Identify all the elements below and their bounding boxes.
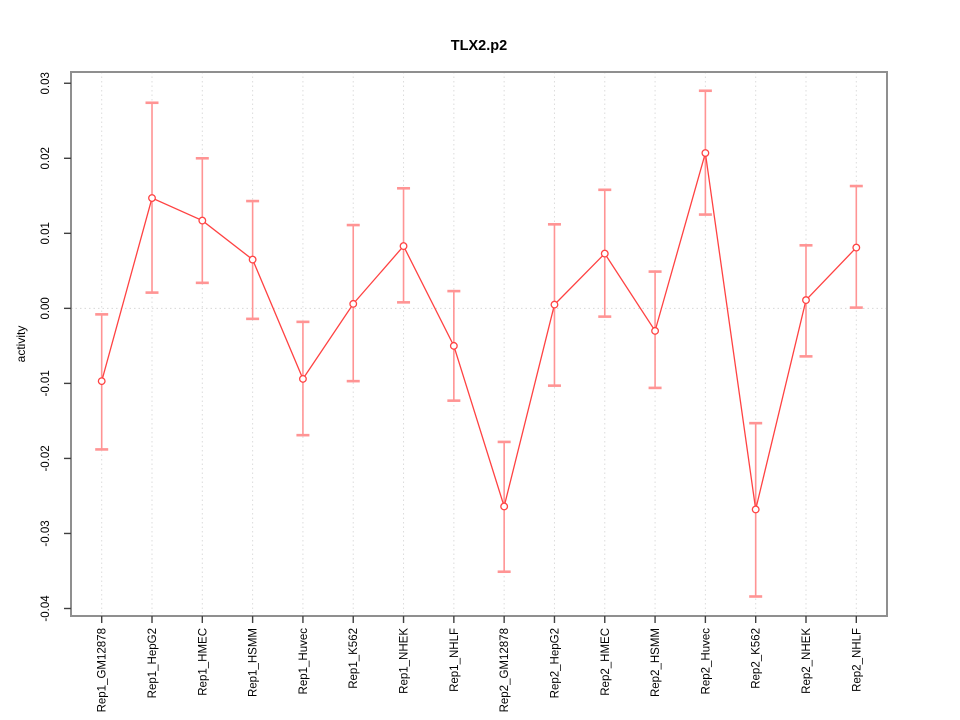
data-point-marker: [500, 502, 509, 511]
y-tick-label: 0.00: [40, 297, 52, 319]
data-layer: [95, 89, 863, 598]
x-tick-label: Rep2_Huvec: [700, 628, 712, 695]
x-tick-label: Rep1_HSMM: [248, 628, 260, 697]
plot-frame-layer: [70, 71, 888, 617]
x-tick-label: Rep1_HepG2: [147, 628, 159, 698]
x-tick-label: Rep1_GM12878: [97, 628, 109, 712]
x-tick-label: Rep1_HMEC: [197, 628, 209, 696]
y-tick-label: -0.04: [40, 595, 52, 622]
data-point-marker: [701, 149, 710, 157]
series-line: [101, 152, 857, 510]
y-tick-label: 0.02: [40, 147, 52, 169]
y-tick-label: -0.02: [40, 445, 52, 471]
data-point-marker: [449, 341, 458, 350]
data-point-marker: [399, 242, 408, 251]
data-point-marker: [298, 374, 307, 383]
axis-layer: -0.04 -0.03 -0.02 -0.01 0.00 0.01 0.02 0.03 Rep1…: [40, 72, 863, 712]
data-point-marker: [600, 249, 609, 258]
plot-frame: [70, 71, 888, 617]
y-tick-label: -0.03: [40, 520, 52, 546]
x-tick-label: Rep2_HSMM: [650, 628, 662, 697]
y-tick-label: 0.03: [40, 72, 52, 94]
x-tick-label: Rep2_K562: [751, 628, 763, 689]
data-point-marker: [852, 243, 861, 252]
data-point-marker: [550, 300, 559, 309]
data-point-marker: [248, 255, 257, 264]
data-point-marker: [97, 377, 106, 386]
x-tick-label: Rep1_NHEK: [399, 628, 411, 694]
y-tick-label: 0.01: [40, 222, 52, 244]
y-axis-label: activity: [14, 326, 28, 363]
x-tick-label: Rep2_GM12878: [499, 628, 511, 712]
x-tick-label: Rep2_NHEK: [801, 628, 813, 694]
data-point-marker: [651, 326, 660, 335]
x-tick-label: Rep2_HepG2: [549, 628, 561, 698]
data-point-marker: [349, 299, 358, 308]
x-tick-label: Rep1_K562: [348, 628, 360, 689]
x-tick-label: Rep2_HMEC: [600, 628, 612, 696]
x-tick-label: Rep1_Huvec: [298, 628, 310, 695]
x-tick-label: Rep1_NHLF: [449, 628, 461, 692]
data-point-marker: [802, 296, 810, 305]
data-point-marker: [148, 194, 156, 203]
data-point-marker: [198, 216, 207, 225]
data-point-marker: [751, 505, 760, 514]
grid-layer: [71, 72, 887, 616]
y-tick-label: -0.01: [40, 370, 52, 396]
x-tick-label: Rep2_NHLF: [851, 628, 863, 692]
chart-title: TLX2.p2: [451, 38, 507, 54]
